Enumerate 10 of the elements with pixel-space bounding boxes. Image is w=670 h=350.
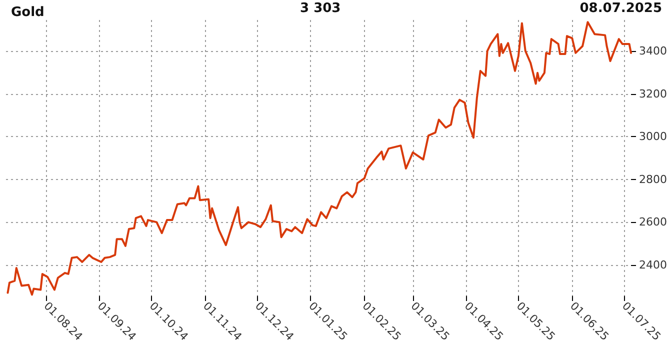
text: 08.07.2025 [580,1,662,16]
y-tick-label: 3200 [639,87,668,100]
line-series [6,21,632,296]
y-tick-label: 3400 [639,44,668,58]
chart-title: Gold [11,5,44,20]
y-tick-label: 2800 [639,172,668,186]
y-tick-label: 3000 [639,130,668,144]
chart-subtitle: 3 303 [300,1,341,16]
y-tick-label: 2400 [639,258,668,272]
y-tick-label: 2600 [639,216,668,229]
